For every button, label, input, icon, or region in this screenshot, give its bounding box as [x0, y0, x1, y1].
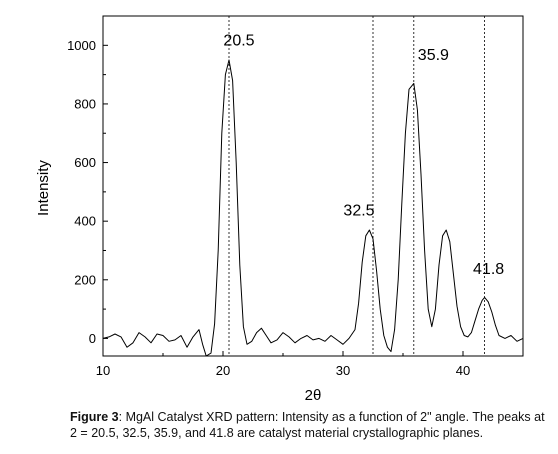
y-tick-label: 1000 — [67, 38, 96, 53]
x-tick-label: 30 — [336, 363, 350, 378]
y-tick-label: 400 — [74, 214, 96, 229]
figure-caption: Figure 3: MgAl Catalyst XRD pattern: Int… — [70, 409, 550, 441]
plot-frame — [102, 15, 524, 357]
y-tick-label: 600 — [74, 155, 96, 170]
peak-label: 41.8 — [473, 261, 504, 278]
figure-caption-text: : MgAl Catalyst XRD pattern: Intensity a… — [70, 410, 545, 440]
figure-caption-prefix: Figure 3 — [70, 410, 119, 424]
y-axis-label: Intensity — [35, 160, 52, 216]
peak-label: 35.9 — [418, 47, 449, 64]
peak-label: 32.5 — [343, 202, 374, 219]
y-tick-label: 200 — [74, 272, 96, 287]
peak-marker-layer — [228, 16, 486, 356]
x-tick-label: 40 — [456, 363, 470, 378]
x-tick-label: 20 — [216, 363, 230, 378]
x-axis-label: 2θ — [305, 387, 322, 404]
label-layer: 20.5 32.5 35.9 41.8 — [223, 32, 504, 278]
y-tick-label: 0 — [89, 331, 96, 346]
series-line — [102, 59, 524, 357]
y-tick-label: 800 — [74, 96, 96, 111]
x-tick-label: 10 — [96, 363, 110, 378]
peak-label: 20.5 — [223, 32, 254, 49]
